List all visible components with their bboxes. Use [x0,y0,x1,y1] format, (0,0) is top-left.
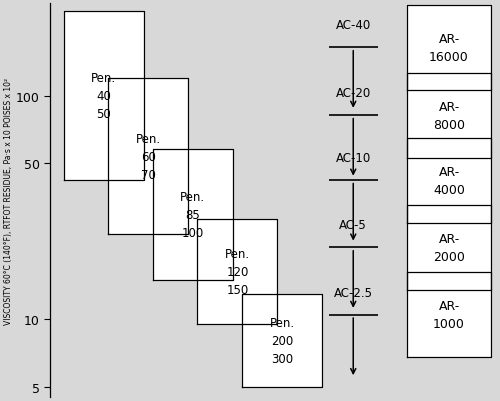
Text: AR-
8000: AR- 8000 [433,100,465,131]
Text: Pen.
40
50: Pen. 40 50 [91,72,116,121]
Text: AR-
2000: AR- 2000 [433,232,465,263]
Text: AC-10: AC-10 [336,152,371,164]
Text: AR-
4000: AR- 4000 [433,165,465,196]
Text: Pen.
120
150: Pen. 120 150 [225,248,250,297]
Text: Pen.
85
100: Pen. 85 100 [180,190,206,239]
Text: AC-5: AC-5 [340,219,367,232]
Text: AR-
1000: AR- 1000 [433,300,465,330]
Y-axis label: VISCOSITY 60°C (140°F), RTFOT RESIDUE, Pa·s x 10 POISES x 10²: VISCOSITY 60°C (140°F), RTFOT RESIDUE, P… [4,77,13,324]
Text: Pen.
200
300: Pen. 200 300 [270,316,294,365]
Text: AC-20: AC-20 [336,87,371,100]
Text: AR-
16000: AR- 16000 [429,33,469,64]
Text: AC-40: AC-40 [336,19,371,32]
Text: AC-2.5: AC-2.5 [334,286,372,299]
Text: Pen.
60
70: Pen. 60 70 [136,132,161,181]
